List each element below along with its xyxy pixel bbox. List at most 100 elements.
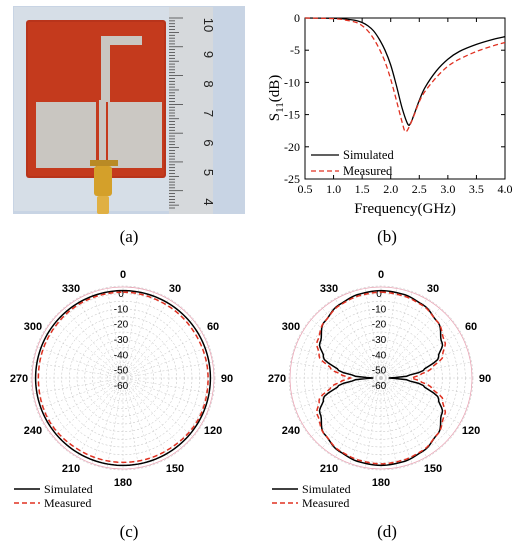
y-axis-label-main: S: [267, 113, 283, 121]
polar-ring: [342, 339, 420, 417]
polar-spoke: [380, 298, 428, 379]
polar-spoke: [380, 307, 441, 379]
radial-label: -60: [372, 381, 387, 392]
caption-c: (c): [120, 522, 139, 541]
radial-label: -40: [372, 350, 387, 361]
y-tick-label: -15: [284, 108, 300, 122]
polar-spoke: [380, 291, 413, 379]
polar-spoke: [122, 377, 210, 410]
series-lines: [34, 289, 212, 467]
x-tick-label: 2.5: [412, 182, 427, 196]
radial-labels: 0 -10 -20 -30 -40 -50 -60: [372, 289, 387, 392]
angle-label: 240: [24, 425, 42, 437]
polar-spoke: [52, 377, 124, 438]
x-axis-label: Frequency(GHz): [354, 201, 456, 217]
y-axis-label-sub: 11: [274, 102, 286, 113]
ruler-number: 7: [201, 110, 216, 117]
ground-plane-right: [108, 102, 162, 168]
angle-label: 120: [462, 425, 480, 437]
polar-spoke: [334, 377, 382, 458]
polar-spoke: [122, 307, 183, 379]
dipole-arm-vertical: [101, 36, 110, 102]
series-line-measured: [315, 291, 447, 465]
x-tick-label: 1.0: [326, 182, 341, 196]
polar-spoke: [36, 377, 124, 410]
series-lines: [315, 289, 447, 467]
series-line-simulated: [318, 289, 444, 467]
polar-spoke: [294, 346, 382, 379]
radial-labels: 0 -10 -20 -30 -40 -50 -60: [114, 289, 129, 392]
series-line-measured: [37, 291, 209, 464]
ruler: [169, 7, 213, 214]
polar-spoke: [380, 377, 428, 458]
polar-spoke: [122, 377, 183, 449]
polar-spoke: [380, 377, 441, 449]
angle-label: 180: [114, 477, 132, 489]
y-tick-label: -10: [284, 75, 300, 89]
polar-spoke: [290, 361, 382, 379]
ruler-number: 6: [201, 139, 216, 146]
caption-b: (b): [377, 227, 397, 246]
radial-label: 0: [118, 289, 124, 300]
radial-label: -10: [114, 304, 129, 315]
polar-spoke: [122, 377, 214, 395]
radial-label: -50: [114, 366, 129, 377]
polar-spoke: [380, 287, 398, 379]
plot-frame: [304, 17, 506, 180]
ruler-number: 5: [201, 169, 216, 176]
polar-spoke: [122, 291, 155, 379]
sma-connector: [94, 166, 112, 196]
polar-spoke: [122, 377, 203, 425]
legend: Simulated Measured: [311, 148, 394, 178]
polar-grid: [30, 285, 216, 471]
polar-spoke: [364, 377, 382, 469]
angle-label: 330: [320, 283, 338, 295]
caption-d: (d): [377, 522, 397, 541]
polar-spoke: [290, 377, 382, 395]
polar-spoke: [76, 298, 124, 379]
antenna-photo: 10 9 8 7 6 5 4: [13, 6, 245, 214]
polar-spoke: [106, 287, 124, 379]
polar-spoke: [122, 377, 140, 469]
polar-spoke: [32, 361, 124, 379]
polar-ring: [107, 362, 139, 394]
polar-spoke: [380, 331, 461, 379]
angle-label: 60: [465, 321, 477, 333]
legend-label-simulated: Simulated: [343, 148, 394, 162]
angle-label: 60: [207, 321, 219, 333]
polar-spoke: [122, 361, 214, 379]
dipole-arm-top: [101, 36, 142, 45]
axis-ticks: [304, 17, 506, 180]
polar-spoke: [76, 377, 124, 458]
x-tick-label: 1.5: [355, 182, 370, 196]
polar-spoke: [36, 346, 124, 379]
polar-outer-ring: [289, 286, 473, 470]
polar-spoke: [122, 318, 194, 379]
radial-label: -10: [372, 304, 387, 315]
polar-spoke: [122, 287, 140, 379]
y-axis-label: S11(dB): [267, 75, 286, 121]
polar-spoke: [63, 307, 124, 379]
radial-label: -60: [114, 381, 129, 392]
legend-label-simulated: Simulated: [302, 482, 351, 496]
polar-spoke: [294, 377, 382, 410]
polar-spoke: [380, 377, 461, 425]
angle-label: 180: [372, 477, 390, 489]
angle-label: 300: [24, 321, 42, 333]
polar-spoke: [122, 377, 194, 438]
polar-spoke: [52, 318, 124, 379]
series-line-measured: [304, 17, 506, 133]
polar-spoke: [380, 377, 413, 465]
polar-ring: [357, 354, 405, 402]
polar-spoke: [301, 331, 382, 379]
polar-spoke: [122, 298, 170, 379]
series-line-simulated: [304, 17, 506, 126]
polar-spoke: [122, 377, 170, 458]
ruler-number: 9: [201, 51, 216, 58]
polar-spoke: [91, 291, 124, 379]
angle-label: 0: [120, 269, 126, 281]
polar-spoke: [380, 377, 472, 395]
x-tick-label: 3.5: [469, 182, 484, 196]
polar-spoke: [43, 331, 124, 379]
polar-spoke: [63, 377, 124, 449]
